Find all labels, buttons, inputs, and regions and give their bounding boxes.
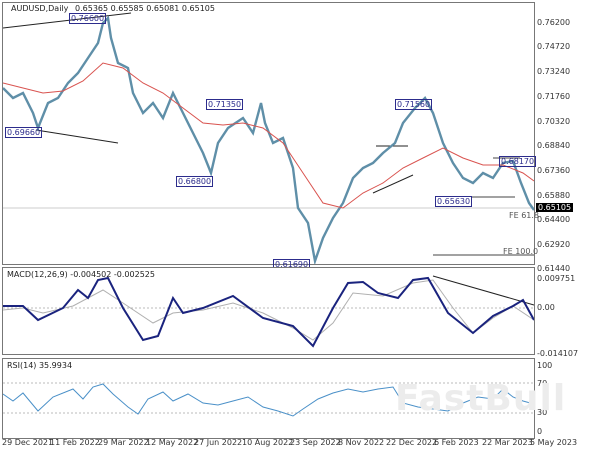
price-tick: 0.70320: [537, 117, 571, 126]
x-tick: 29 Dec 2021: [2, 438, 54, 447]
macd-tick: 0.00: [537, 303, 555, 312]
fe-label: FE 61.8: [509, 211, 540, 220]
x-tick: 8 Nov 2022: [338, 438, 385, 447]
x-tick: 5 May 2023: [530, 438, 578, 447]
level-label: 0.76600: [69, 13, 107, 24]
level-label: 0.66800: [176, 176, 214, 187]
price-tick: 0.74720: [537, 42, 571, 51]
rsi-tick: 0: [537, 427, 543, 436]
macd-label: MACD(12,26,9) -0.004502 -0.002525: [7, 270, 155, 279]
rsi-tick: 70: [537, 379, 548, 388]
x-tick: 10 Aug 2022: [242, 438, 294, 447]
x-tick: 22 Dec 2022: [386, 438, 438, 447]
x-tick: 12 May 2022: [146, 438, 199, 447]
rsi-label: RSI(14) 35.9934: [7, 361, 73, 370]
rsi-tick: 100: [537, 361, 553, 370]
price-tick: 0.67360: [537, 166, 571, 175]
level-label: 0.71560: [395, 99, 433, 110]
current-price-tag: 0.65105: [536, 203, 574, 212]
price-tick: 0.71760: [537, 92, 571, 101]
rsi-tick: 30: [537, 408, 548, 417]
level-label: 0.68170: [499, 156, 537, 167]
level-label: 0.69660: [5, 127, 43, 138]
watermark: FastBull: [395, 378, 567, 419]
price-tick: 0.68840: [537, 141, 571, 150]
macd-plot: [3, 275, 534, 348]
level-label: 0.71350: [206, 99, 244, 110]
fe-label: FE 100.0: [503, 247, 539, 256]
x-tick: 23 Sep 2022: [290, 438, 341, 447]
price-tick: 0.65880: [537, 191, 571, 200]
price-tick: 0.64400: [537, 215, 571, 224]
price-tick: 0.76200: [537, 18, 571, 27]
ohlc-values: 0.65365 0.65585 0.65081 0.65105: [75, 4, 215, 13]
x-tick: 27 Jun 2022: [194, 438, 243, 447]
x-tick: 11 Feb 2022: [50, 438, 100, 447]
rsi-pane[interactable]: RSI(14) 35.9934: [2, 358, 535, 439]
x-tick: 22 Mar 2023: [482, 438, 533, 447]
price-tick: 0.62920: [537, 240, 571, 249]
macd-tick: 0.009751: [537, 274, 576, 283]
price-plot: [3, 12, 534, 264]
price-pane[interactable]: AUDUSD,Daily 0.65365 0.65585 0.65081 0.6…: [2, 2, 539, 270]
macd-pane[interactable]: MACD(12,26,9) -0.004502 -0.002525: [2, 267, 535, 355]
level-label: 0.65630: [435, 196, 473, 207]
x-tick: 6 Feb 2023: [434, 438, 479, 447]
macd-tick: -0.014107: [537, 349, 579, 358]
price-tick: 0.61440: [537, 264, 571, 273]
chart-title: AUDUSD,Daily: [11, 4, 69, 13]
price-tick: 0.73240: [537, 67, 571, 76]
x-tick: 29 Mar 2022: [98, 438, 149, 447]
rsi-plot: [3, 382, 534, 417]
